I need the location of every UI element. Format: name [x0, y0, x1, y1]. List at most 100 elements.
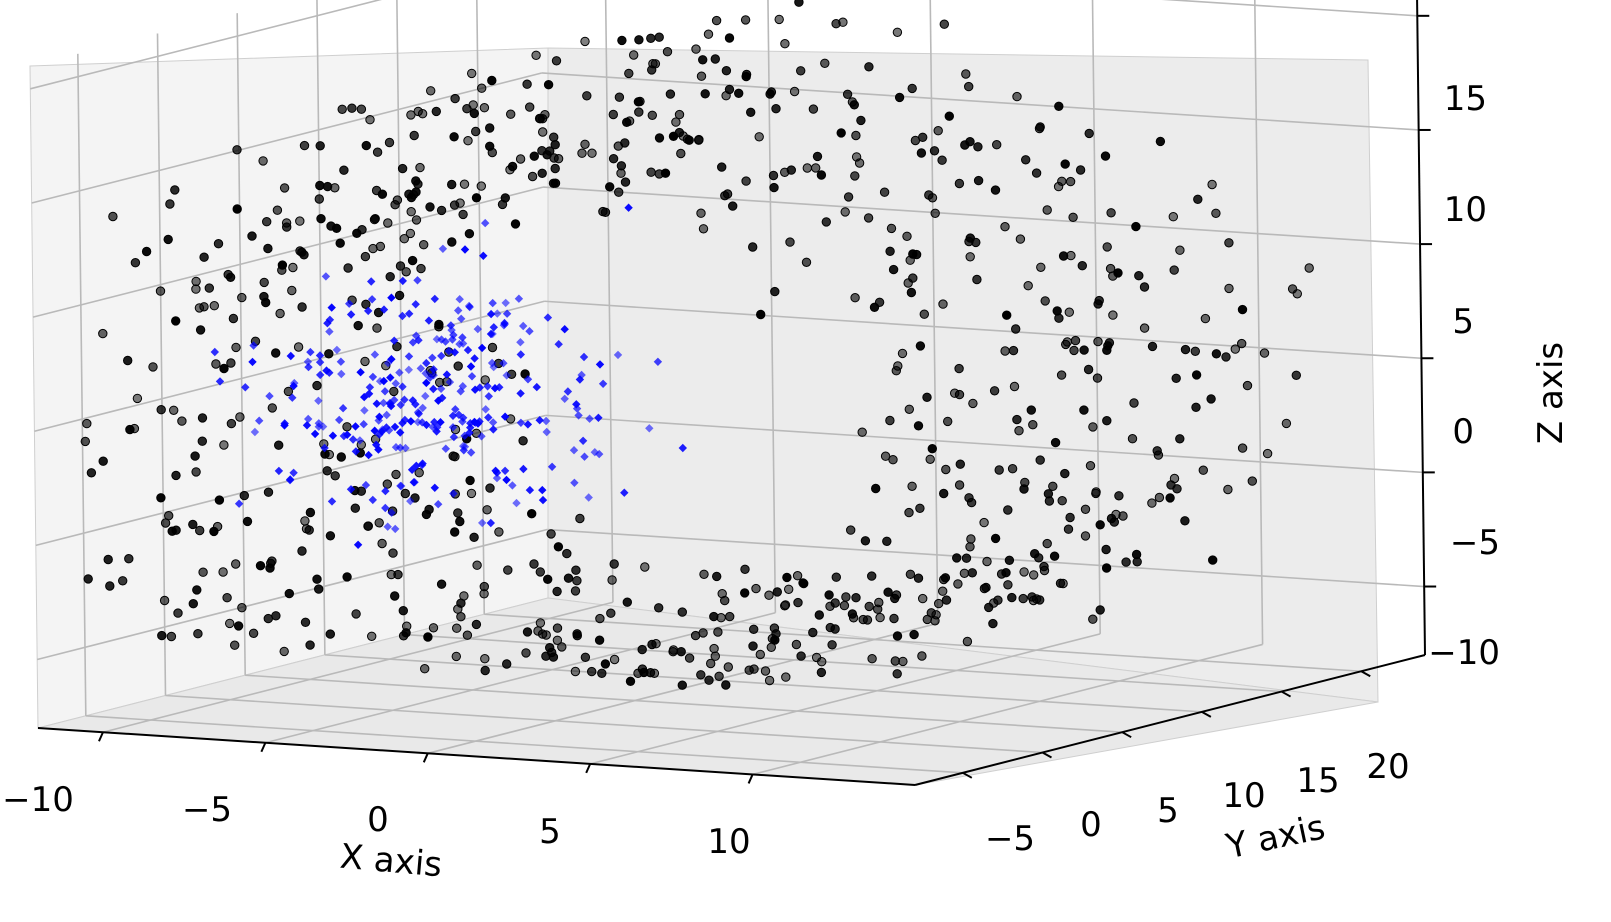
data-point	[873, 604, 883, 614]
data-point	[662, 47, 673, 57]
data-point	[755, 649, 765, 660]
data-point	[132, 393, 143, 404]
data-point	[492, 468, 502, 477]
data-point	[1070, 335, 1081, 346]
y-tick-label: 0	[1080, 805, 1102, 845]
data-point	[148, 362, 158, 372]
data-point	[989, 386, 1000, 396]
data-point	[1007, 464, 1018, 474]
data-point	[984, 602, 994, 613]
data-point	[728, 201, 738, 211]
data-point	[535, 114, 545, 124]
data-point	[961, 553, 972, 563]
data-point	[571, 565, 581, 575]
data-point	[295, 246, 305, 256]
data-point	[1020, 477, 1030, 488]
data-point	[529, 559, 539, 569]
data-point	[364, 389, 374, 398]
data-point	[535, 618, 546, 628]
data-point	[1042, 538, 1052, 549]
data-point	[286, 351, 295, 361]
data-point	[1108, 271, 1118, 281]
data-point	[724, 33, 735, 43]
data-point	[711, 15, 722, 26]
grid-line	[545, 414, 1423, 474]
data-point	[471, 126, 481, 137]
data-point	[720, 595, 730, 606]
data-point	[166, 631, 177, 642]
z-axis-line	[1416, 0, 1426, 656]
data-point	[941, 464, 951, 475]
data-point	[699, 569, 709, 579]
data-point	[898, 656, 908, 667]
data-point	[979, 517, 989, 528]
data-point	[421, 391, 430, 401]
data-point	[455, 516, 465, 527]
data-point	[414, 468, 424, 478]
data-point	[570, 666, 581, 677]
data-point	[155, 286, 166, 296]
data-point	[637, 644, 647, 655]
data-point	[1224, 283, 1234, 294]
data-point	[458, 417, 467, 426]
data-point	[1040, 296, 1050, 306]
data-point	[617, 35, 627, 46]
data-point	[608, 154, 619, 164]
data-point	[620, 138, 630, 148]
data-point	[965, 233, 975, 243]
data-point	[479, 103, 490, 113]
data-point	[654, 133, 665, 143]
data-point	[1114, 491, 1124, 501]
grid-line	[484, 613, 1362, 673]
grid-line	[929, 0, 939, 624]
x-axis-label: X axis	[338, 837, 443, 886]
z-tick-label: 10	[1444, 190, 1487, 230]
data-point	[451, 651, 461, 662]
data-point	[1094, 295, 1104, 306]
data-point	[441, 444, 450, 453]
data-point	[1102, 345, 1112, 355]
z-tick-label: −10	[1428, 633, 1500, 673]
data-point	[462, 630, 473, 640]
data-point	[772, 587, 782, 597]
data-point	[867, 571, 877, 581]
data-point	[529, 151, 539, 161]
data-point	[398, 311, 407, 321]
data-point	[300, 617, 311, 627]
data-point	[1079, 345, 1089, 355]
data-point	[420, 664, 430, 674]
data-point	[620, 177, 631, 187]
data-point	[961, 69, 971, 79]
data-point	[458, 339, 468, 348]
data-point	[831, 572, 841, 582]
data-point	[502, 371, 511, 380]
data-point	[242, 516, 253, 527]
data-point	[1088, 614, 1098, 624]
data-point	[1012, 414, 1022, 425]
data-point	[595, 613, 605, 624]
data-point	[454, 306, 463, 315]
data-point	[241, 383, 250, 392]
series-black-cylinder	[80, 0, 1314, 690]
data-point	[939, 488, 949, 499]
data-point	[848, 613, 859, 623]
data-point	[226, 358, 236, 368]
data-point	[225, 272, 236, 282]
data-point	[840, 207, 850, 217]
data-point	[851, 130, 861, 141]
data-point	[450, 452, 460, 462]
data-point	[156, 405, 166, 415]
data-point	[543, 80, 554, 90]
data-point	[535, 416, 544, 425]
data-point	[351, 609, 361, 619]
data-point	[198, 567, 208, 577]
data-point	[1034, 553, 1044, 563]
data-point	[392, 195, 403, 205]
data-point	[569, 446, 579, 455]
data-point	[706, 658, 716, 669]
data-point	[360, 406, 369, 415]
data-point	[624, 68, 634, 79]
data-point	[157, 630, 167, 641]
data-point	[1180, 344, 1191, 355]
data-point	[295, 216, 305, 226]
